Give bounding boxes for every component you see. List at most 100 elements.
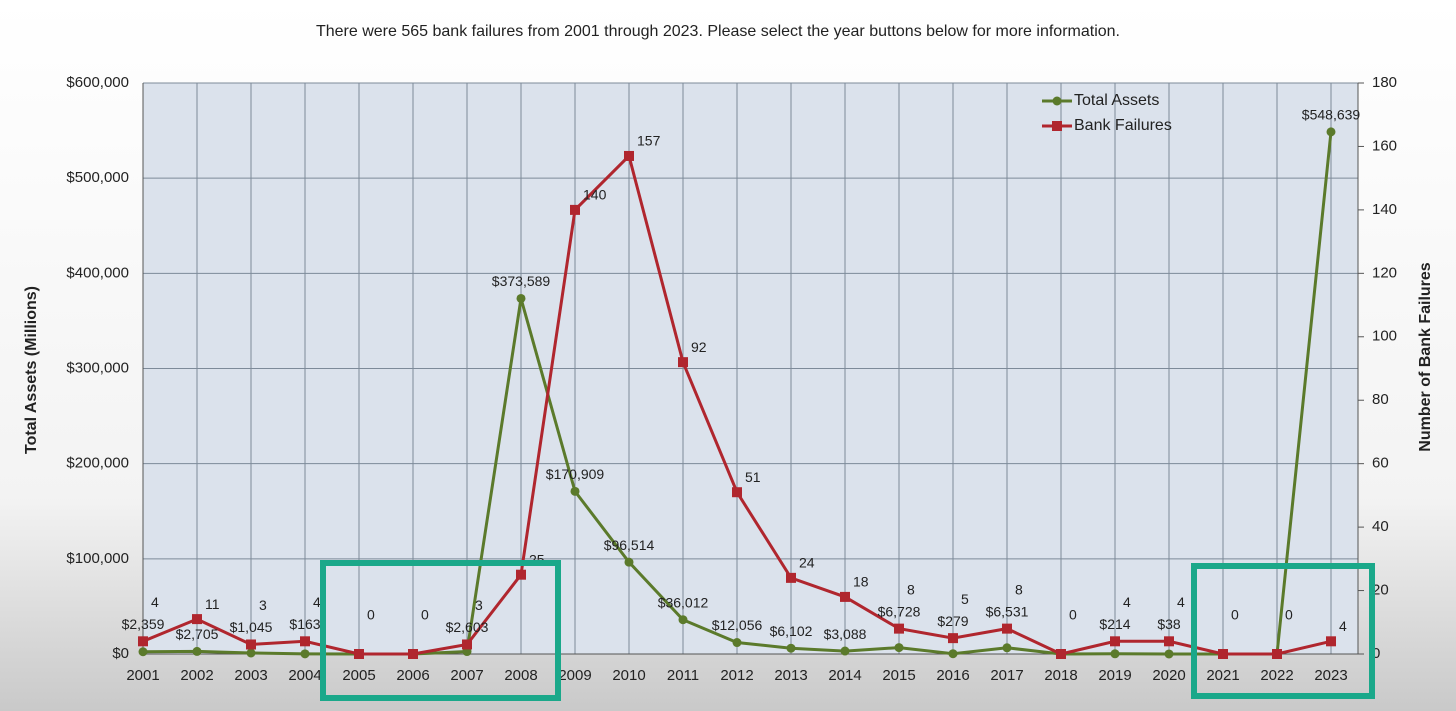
y-tick-label: $600,000 — [66, 74, 129, 91]
data-label: 11 — [205, 596, 220, 612]
x-tick-label: 2009 — [558, 667, 591, 684]
point — [624, 557, 634, 567]
data-label: $12,056 — [712, 617, 763, 633]
data-label: 157 — [637, 133, 661, 149]
point — [246, 639, 256, 650]
y-tick-label: $300,000 — [66, 359, 129, 376]
x-tick-label: 2017 — [990, 667, 1023, 684]
data-label: 0 — [1231, 607, 1239, 623]
point — [1164, 649, 1174, 659]
data-label: 4 — [151, 594, 159, 610]
x-tick-label: 2013 — [774, 667, 807, 684]
legend-marker — [1052, 96, 1062, 106]
data-label: 3 — [475, 597, 483, 613]
point — [462, 639, 472, 650]
data-label: 5 — [961, 591, 969, 607]
highlight-box — [320, 560, 561, 701]
point — [1164, 636, 1174, 647]
x-tick-label: 2023 — [1314, 667, 1347, 684]
point — [516, 293, 526, 303]
y2-tick-label: 40 — [1372, 518, 1389, 535]
point — [354, 649, 364, 659]
point — [516, 569, 526, 580]
data-label: $2,705 — [176, 626, 219, 642]
highlight-box — [1191, 563, 1375, 699]
y2-tick-label: 180 — [1372, 74, 1397, 91]
data-label: $3,088 — [824, 626, 867, 642]
point — [840, 646, 850, 656]
x-tick-label: 2022 — [1260, 667, 1293, 684]
legend-marker — [1052, 121, 1062, 131]
data-label: 3 — [259, 597, 267, 613]
x-tick-label: 2003 — [234, 667, 267, 684]
legend-label: Total Assets — [1074, 92, 1159, 109]
point — [678, 357, 688, 368]
point — [948, 649, 958, 659]
x-tick-label: 2019 — [1098, 667, 1131, 684]
point — [624, 150, 634, 161]
data-label: $38 — [1157, 616, 1181, 632]
data-label: 0 — [421, 607, 429, 623]
y-tick-label: $100,000 — [66, 550, 129, 567]
data-label: 24 — [799, 555, 815, 571]
data-label: 0 — [1069, 607, 1077, 623]
y-tick-label: $400,000 — [66, 264, 129, 281]
point — [1110, 636, 1120, 647]
data-label: $2,359 — [122, 616, 165, 632]
x-tick-label: 2011 — [667, 667, 699, 684]
x-tick-label: 2016 — [936, 667, 969, 684]
y2-tick-label: 100 — [1372, 328, 1397, 345]
data-label: 92 — [691, 339, 707, 355]
y-axis-title: Total Assets (Millions) — [23, 286, 40, 454]
data-label: 140 — [583, 187, 607, 203]
point — [948, 633, 958, 644]
point — [1326, 127, 1336, 137]
point — [732, 638, 742, 648]
data-label: $163 — [289, 616, 320, 632]
data-label: $170,909 — [546, 466, 605, 482]
x-tick-label: 2012 — [720, 667, 753, 684]
point — [894, 643, 904, 653]
data-label: 4 — [1123, 594, 1131, 610]
data-label: 4 — [313, 594, 321, 610]
plot-layer: 2001 2002 2003 2004 2005 2006 2007 2008 2009 2010… — [66, 74, 1397, 684]
point — [192, 646, 202, 656]
x-tick-label: 2008 — [504, 667, 537, 684]
data-label: $548,639 — [1302, 107, 1361, 123]
y2-axis-title: Number of Bank Failures — [1417, 262, 1434, 451]
data-label: 8 — [907, 581, 915, 597]
data-label: 18 — [853, 574, 869, 590]
point — [1272, 649, 1282, 659]
point — [1002, 643, 1012, 653]
data-label: $6,728 — [878, 603, 921, 619]
point — [1002, 623, 1012, 634]
point — [1110, 649, 1120, 659]
y2-tick-label: 20 — [1372, 582, 1389, 599]
data-label: $96,514 — [604, 537, 655, 553]
point — [138, 636, 148, 647]
point — [840, 591, 850, 602]
data-label: 4 — [1339, 618, 1347, 634]
data-label: $36,012 — [658, 594, 709, 610]
x-tick-label: 2015 — [882, 667, 915, 684]
x-tick-label: 2007 — [450, 667, 483, 684]
data-label: $279 — [937, 613, 968, 629]
data-label: 4 — [1177, 594, 1185, 610]
data-label: $6,102 — [770, 623, 813, 639]
y2-tick-label: 140 — [1372, 201, 1397, 218]
point — [570, 486, 580, 496]
x-tick-label: 2005 — [342, 667, 375, 684]
point — [786, 643, 796, 653]
x-tick-label: 2018 — [1044, 667, 1077, 684]
y2-tick-label: 60 — [1372, 455, 1389, 472]
point — [138, 647, 148, 657]
chart-title: There were 565 bank failures from 2001 t… — [316, 23, 1120, 40]
point — [894, 623, 904, 634]
point — [678, 615, 688, 625]
data-label: 0 — [367, 607, 375, 623]
point — [786, 572, 796, 583]
point — [192, 614, 202, 625]
x-tick-label: 2010 — [612, 667, 645, 684]
data-label: $1,045 — [230, 619, 273, 635]
point — [1326, 636, 1336, 647]
